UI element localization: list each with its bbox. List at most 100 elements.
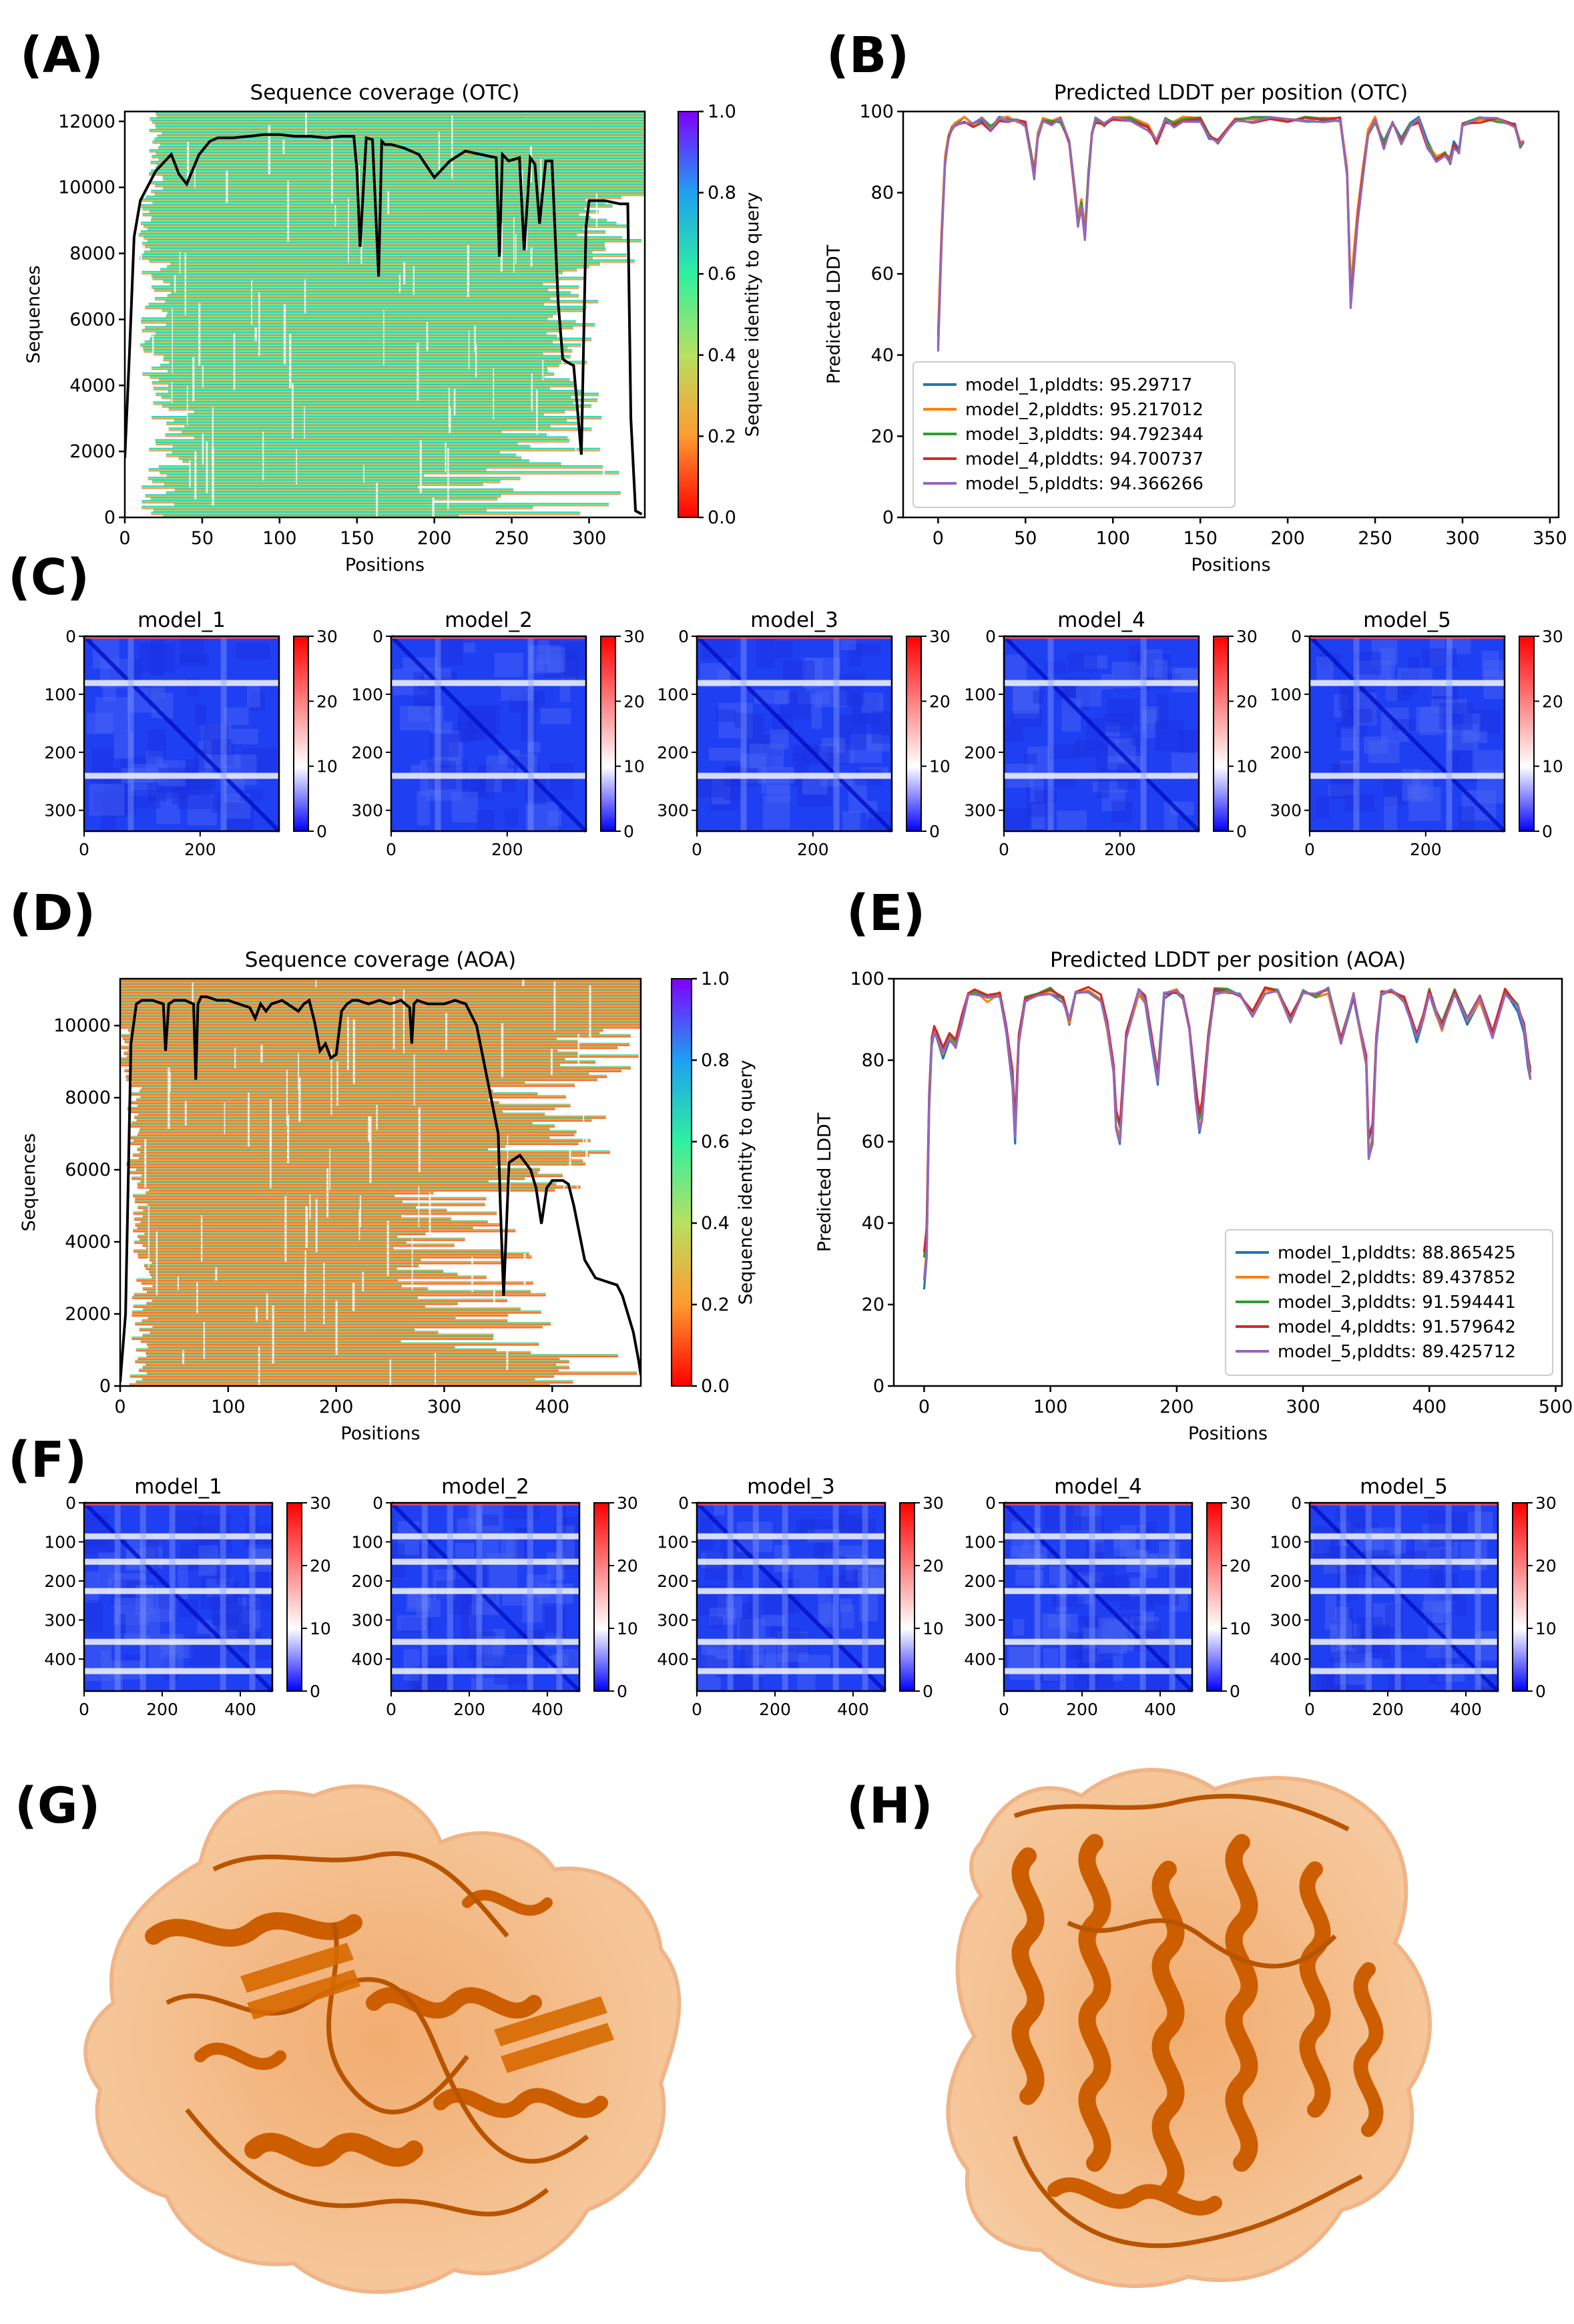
pae-texture [724, 765, 744, 800]
alignment-gap [186, 385, 188, 426]
pae-colorbar [593, 1502, 609, 1692]
sequence-rows [144, 250, 593, 254]
colorbar-tick-label: 30 [1542, 627, 1563, 646]
panel-label-f: (F) [8, 1431, 87, 1489]
colorbar-label: Sequence identity to query [742, 192, 763, 437]
pae-band-horizontal [1310, 1533, 1498, 1540]
alignment-gap [335, 1301, 338, 1355]
pae-colorbar [600, 636, 616, 832]
y-tick-label: 200 [657, 1572, 689, 1591]
pae-heatmap-model-1: 0 200 400 0 100 200 300 400 model_1 0 10 20 30 [44, 1475, 331, 1719]
colorbar-tick-label: 20 [923, 1556, 944, 1576]
pae-band-vertical [421, 1503, 428, 1691]
pae-texture [150, 640, 166, 676]
y-tick-label: 400 [964, 1650, 996, 1669]
x-tick-label: 0 [386, 1700, 397, 1719]
sequence-rows [133, 1194, 395, 1198]
x-tick-label: 200 [1372, 1700, 1404, 1719]
sequence-rows [142, 1173, 563, 1177]
sequence-rows [139, 256, 593, 260]
pae-heatmap-model-5: 0 200 0 100 200 300 model_5 0 10 20 30 [1270, 608, 1563, 859]
sequence-rows [151, 274, 556, 278]
sequence-rows [142, 505, 533, 509]
alignment-gap [540, 158, 542, 193]
colorbar-tick-label: 20 [929, 692, 951, 711]
pae-texture [401, 1618, 433, 1633]
sequence-rows [150, 375, 545, 379]
sequence-rows [156, 152, 645, 156]
sequence-rows [133, 1228, 516, 1232]
alignment-gap [618, 288, 621, 339]
pae-texture [172, 788, 185, 805]
y-tick-label: 80 [862, 1050, 884, 1071]
alignment-gap [224, 1102, 226, 1135]
x-tick-label: 400 [531, 1700, 563, 1719]
sequence-rows [123, 1051, 579, 1055]
pae-texture [818, 1527, 835, 1553]
pae-texture [734, 712, 745, 728]
pae-texture [246, 1596, 271, 1610]
pae-texture [811, 695, 822, 729]
sequence-rows [138, 233, 577, 237]
pae-texture [93, 790, 121, 812]
x-tick-label: 300 [1286, 1397, 1320, 1417]
pae-band-vertical [782, 1503, 788, 1691]
pae-colorbar [1206, 1502, 1222, 1692]
sequence-rows [152, 1325, 543, 1329]
pae-texture [103, 791, 136, 817]
sequence-rows [120, 981, 641, 985]
pae-texture [1342, 1564, 1367, 1576]
alignment-gap [192, 357, 195, 402]
pae-texture [1145, 1521, 1157, 1535]
sequence-rows [129, 1101, 499, 1104]
colorbar-tick-label: 0.6 [708, 264, 736, 284]
alignment-gap [140, 253, 142, 318]
pae-band-horizontal [697, 1638, 885, 1645]
sequence-rows [120, 984, 641, 988]
pae-texture [451, 728, 475, 743]
pae-texture [748, 1588, 759, 1613]
heatmap-title: model_5 [1360, 1475, 1448, 1499]
x-tick-label: 400 [1144, 1700, 1176, 1719]
alignment-gap [251, 280, 252, 324]
pae-texture [1460, 1540, 1487, 1571]
pae-texture [770, 729, 789, 749]
sequence-rows [160, 268, 577, 272]
sequence-rows [132, 1080, 525, 1084]
alignment-gap [589, 985, 591, 1043]
pae-texture [1105, 722, 1120, 737]
pae-texture [485, 775, 502, 792]
sequence-rows [154, 296, 551, 300]
alignment-gap [194, 451, 197, 500]
panel-b-plddt-chart: 0 50 100 150 200 250 300 350 0 20 40 60 80 100 Predict… [824, 81, 1567, 575]
sequence-rows [140, 1179, 489, 1183]
sequence-rows [190, 462, 561, 466]
sequence-rows [146, 1354, 618, 1358]
pae-texture [840, 1570, 871, 1589]
pae-texture [707, 1648, 727, 1672]
pae-texture [1026, 786, 1054, 817]
colorbar-tick-label: 10 [929, 757, 951, 776]
sequence-rows [135, 1223, 501, 1226]
pae-texture [547, 1552, 565, 1580]
pae-texture [449, 742, 463, 770]
sequence-rows [138, 1254, 532, 1258]
sequence-rows [152, 140, 645, 144]
pae-colorbar [1512, 1502, 1528, 1692]
sequence-rows [126, 1078, 598, 1082]
alignment-gap [184, 1100, 187, 1126]
sequence-rows [149, 1188, 555, 1192]
chart-legend: model_1,plddts: 88.865425 model_2,plddts:… [1225, 1229, 1553, 1376]
pae-texture [429, 734, 459, 757]
pae-band-horizontal [84, 1588, 272, 1594]
sequence-rows [156, 442, 518, 446]
sequence-rows [152, 1275, 487, 1279]
y-tick-label: 0 [882, 507, 894, 528]
pae-texture [1439, 703, 1473, 730]
colorbar [671, 978, 692, 1387]
x-tick-label: 250 [1358, 528, 1392, 549]
alignment-gap [449, 407, 451, 433]
pae-band-horizontal [1310, 1558, 1498, 1565]
pae-texture [547, 810, 561, 827]
pae-texture [509, 696, 539, 713]
